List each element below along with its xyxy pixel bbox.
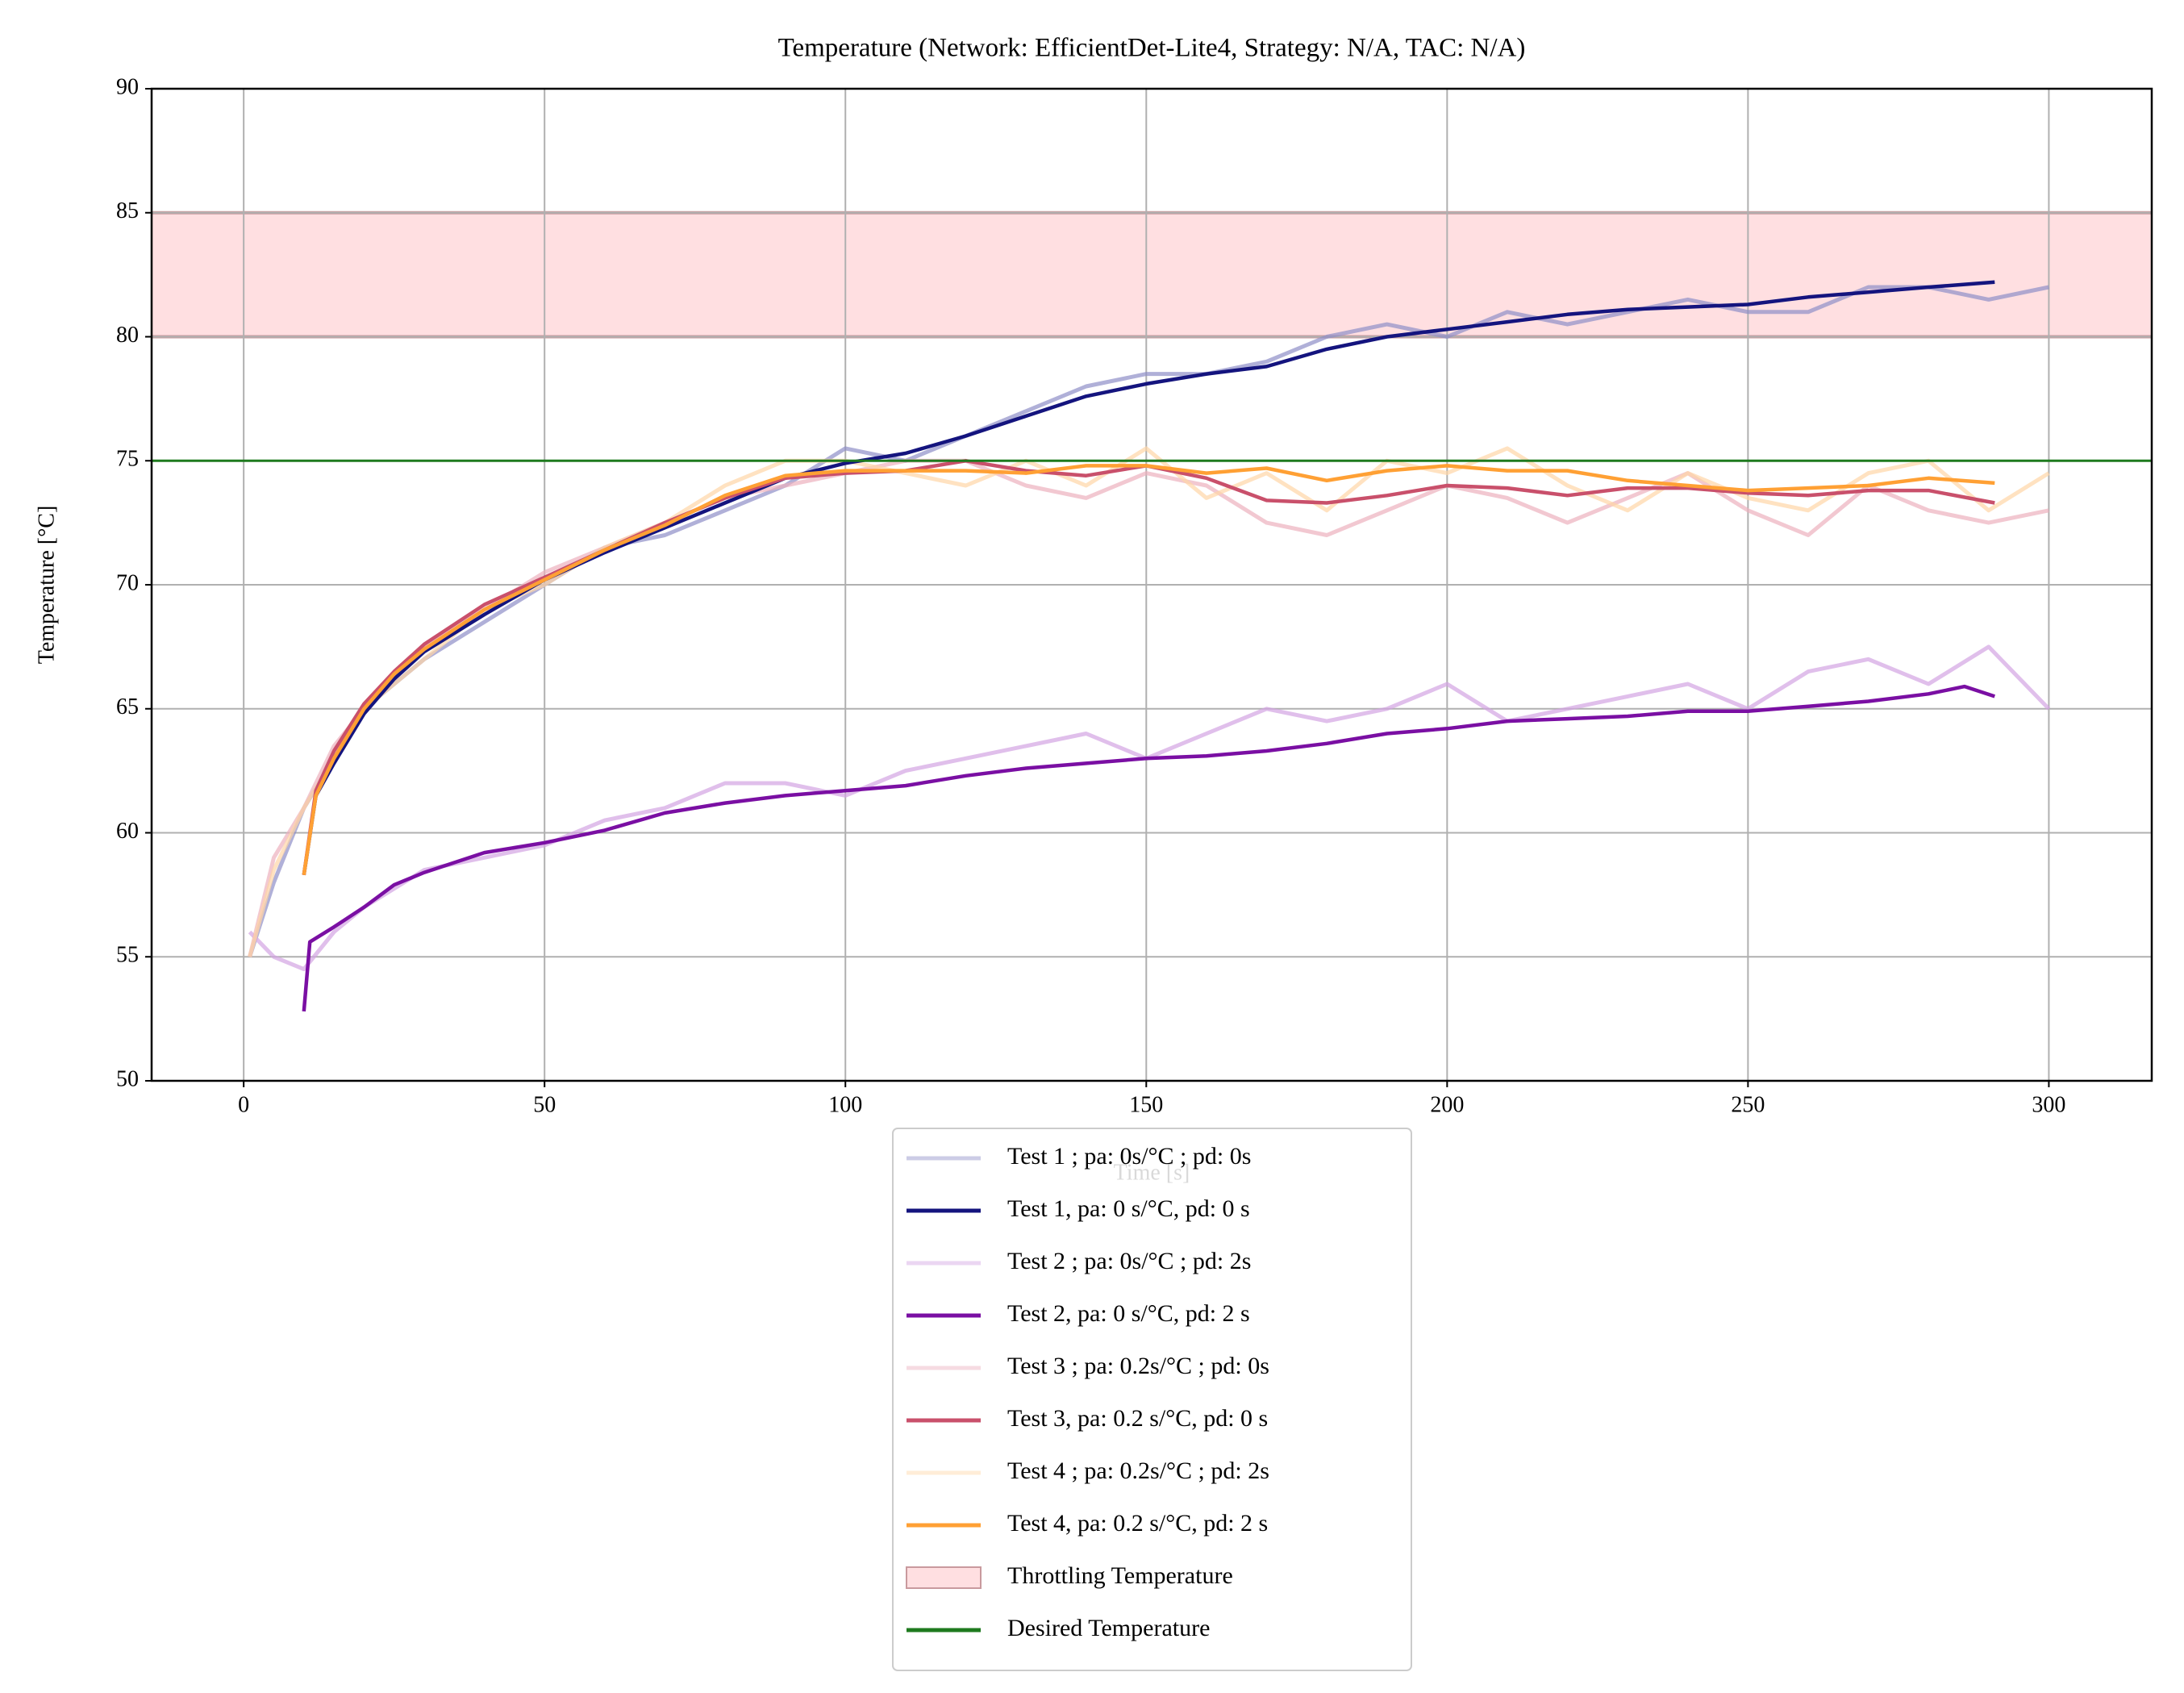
legend-label: Test 3 ; pa: 0.2s/°C ; pd: 0s [1007, 1353, 1269, 1379]
y-tick-label: 70 [116, 570, 139, 595]
legend-label: Throttling Temperature [1007, 1562, 1233, 1589]
x-tick-label: 0 [238, 1092, 249, 1117]
y-tick-label: 80 [116, 323, 139, 348]
legend-label: Test 2, pa: 0 s/°C, pd: 2 s [1007, 1300, 1250, 1327]
y-axis-label: Temperature [°C] [34, 506, 59, 665]
x-tick-label: 150 [1129, 1092, 1163, 1117]
y-tick-label: 50 [116, 1066, 139, 1091]
legend-label: Test 3, pa: 0.2 s/°C, pd: 0 s [1007, 1405, 1268, 1432]
legend-label: Test 2 ; pa: 0s/°C ; pd: 2s [1007, 1248, 1251, 1274]
throttle-band [152, 212, 2152, 337]
smoothed-line [302, 464, 1995, 876]
x-tick-label: 100 [828, 1092, 862, 1117]
smoothed-line [302, 684, 1996, 1012]
y-tick-label: 85 [116, 198, 139, 223]
smoothed-line [302, 459, 1995, 876]
x-tick-label: 300 [2032, 1092, 2065, 1117]
legend-label: Desired Temperature [1007, 1615, 1210, 1641]
legend-swatch [906, 1566, 982, 1589]
x-tick-label: 200 [1430, 1092, 1464, 1117]
smoothed-line [302, 280, 1995, 876]
raw-line [248, 285, 2049, 958]
legend-label: Test 4, pa: 0.2 s/°C, pd: 2 s [1007, 1510, 1268, 1537]
y-tick-label: 65 [116, 694, 139, 719]
x-tick-label: 50 [533, 1092, 556, 1117]
legend-label: Test 1 ; pa: 0s/°C ; pd: 0s [1007, 1143, 1251, 1170]
chart-title: Temperature (Network: EfficientDet-Lite4… [778, 34, 1526, 63]
plot-frame [150, 87, 2153, 1082]
y-tick-label: 90 [116, 74, 139, 99]
legend-label: Test 4 ; pa: 0.2s/°C ; pd: 2s [1007, 1457, 1269, 1484]
y-tick-label: 55 [116, 943, 139, 968]
x-tick-label: 250 [1731, 1092, 1765, 1117]
y-tick-label: 60 [116, 819, 139, 844]
legend-box [892, 1128, 1412, 1671]
y-tick-label: 75 [116, 447, 139, 472]
legend-label: Test 1, pa: 0 s/°C, pd: 0 s [1007, 1195, 1250, 1222]
